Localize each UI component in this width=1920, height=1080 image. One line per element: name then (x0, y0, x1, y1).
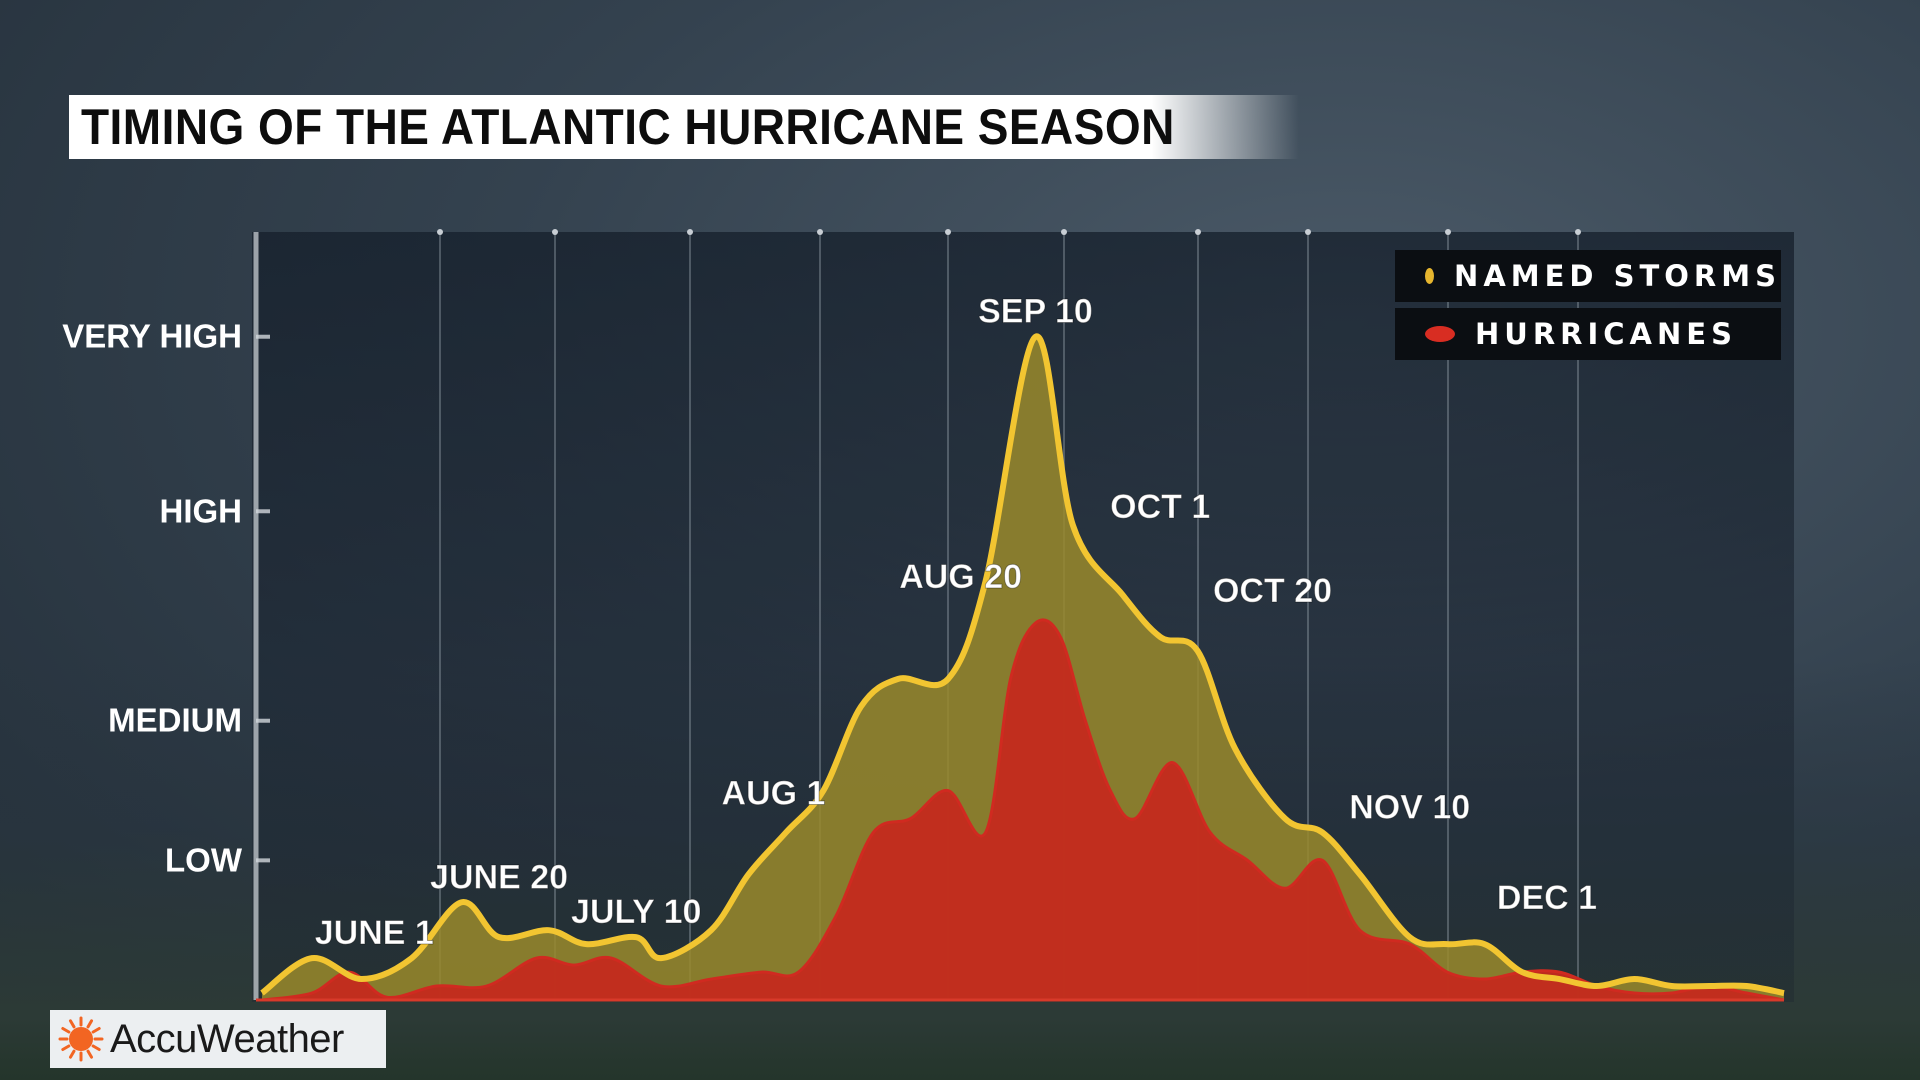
date-annotation: SEP 10 (978, 293, 1093, 331)
gridline-dot (817, 229, 823, 235)
gridline-dot (945, 229, 951, 235)
logo-text: AccuWeather (110, 1016, 344, 1061)
sun-ray (86, 1049, 93, 1059)
legend-swatch-named-storms (1425, 268, 1435, 284)
date-annotation: JUNE 20 (430, 858, 568, 896)
title-banner: TIMING OF THE ATLANTIC HURRICANE SEASON (69, 95, 1299, 159)
y-level-label: MEDIUM (108, 702, 242, 739)
date-annotation: DEC 1 (1497, 879, 1597, 917)
gridline-dot (1195, 229, 1201, 235)
date-annotation: AUG 20 (899, 558, 1022, 596)
sun-ray (69, 1019, 76, 1029)
sun-ray (61, 1044, 71, 1051)
date-annotation: OCT 20 (1213, 572, 1332, 610)
hurricanes-area (262, 619, 1784, 1000)
sun-ray (69, 1049, 76, 1059)
gridline-dot (1575, 229, 1581, 235)
date-annotation: JULY 10 (571, 893, 701, 931)
gridline-dot (1305, 229, 1311, 235)
gridline-dot (687, 229, 693, 235)
date-annotation: OCT 1 (1110, 488, 1210, 526)
chart-title: TIMING OF THE ATLANTIC HURRICANE SEASON (81, 99, 1175, 155)
y-level-label: HIGH (160, 492, 243, 529)
sun-ray (91, 1044, 101, 1051)
sun-ray (61, 1027, 71, 1034)
y-level-label: LOW (165, 841, 243, 878)
sun-ray (86, 1019, 93, 1029)
sun-ray (91, 1027, 101, 1034)
gridline-dot (1445, 229, 1451, 235)
legend-label-hurricanes: HURRICANES (1475, 317, 1737, 351)
legend-item-named-storms: NAMED STORMS (1395, 250, 1781, 302)
accuweather-logo: AccuWeather (50, 1010, 386, 1068)
date-annotation: AUG 1 (722, 774, 826, 812)
gridline-dot (437, 229, 443, 235)
legend-swatch-hurricanes (1425, 326, 1455, 342)
legend-label-named-storms: NAMED STORMS (1454, 259, 1781, 293)
date-annotation: JUNE 1 (315, 914, 434, 952)
gridline-dot (552, 229, 558, 235)
legend-item-hurricanes: HURRICANES (1395, 308, 1781, 360)
legend: NAMED STORMS HURRICANES (1395, 250, 1781, 366)
sun-icon (58, 1016, 104, 1062)
y-level-label: VERY HIGH (62, 318, 242, 355)
named-storms-line (260, 333, 1785, 996)
gridline-dot (1061, 229, 1067, 235)
date-annotation: NOV 10 (1349, 788, 1470, 826)
